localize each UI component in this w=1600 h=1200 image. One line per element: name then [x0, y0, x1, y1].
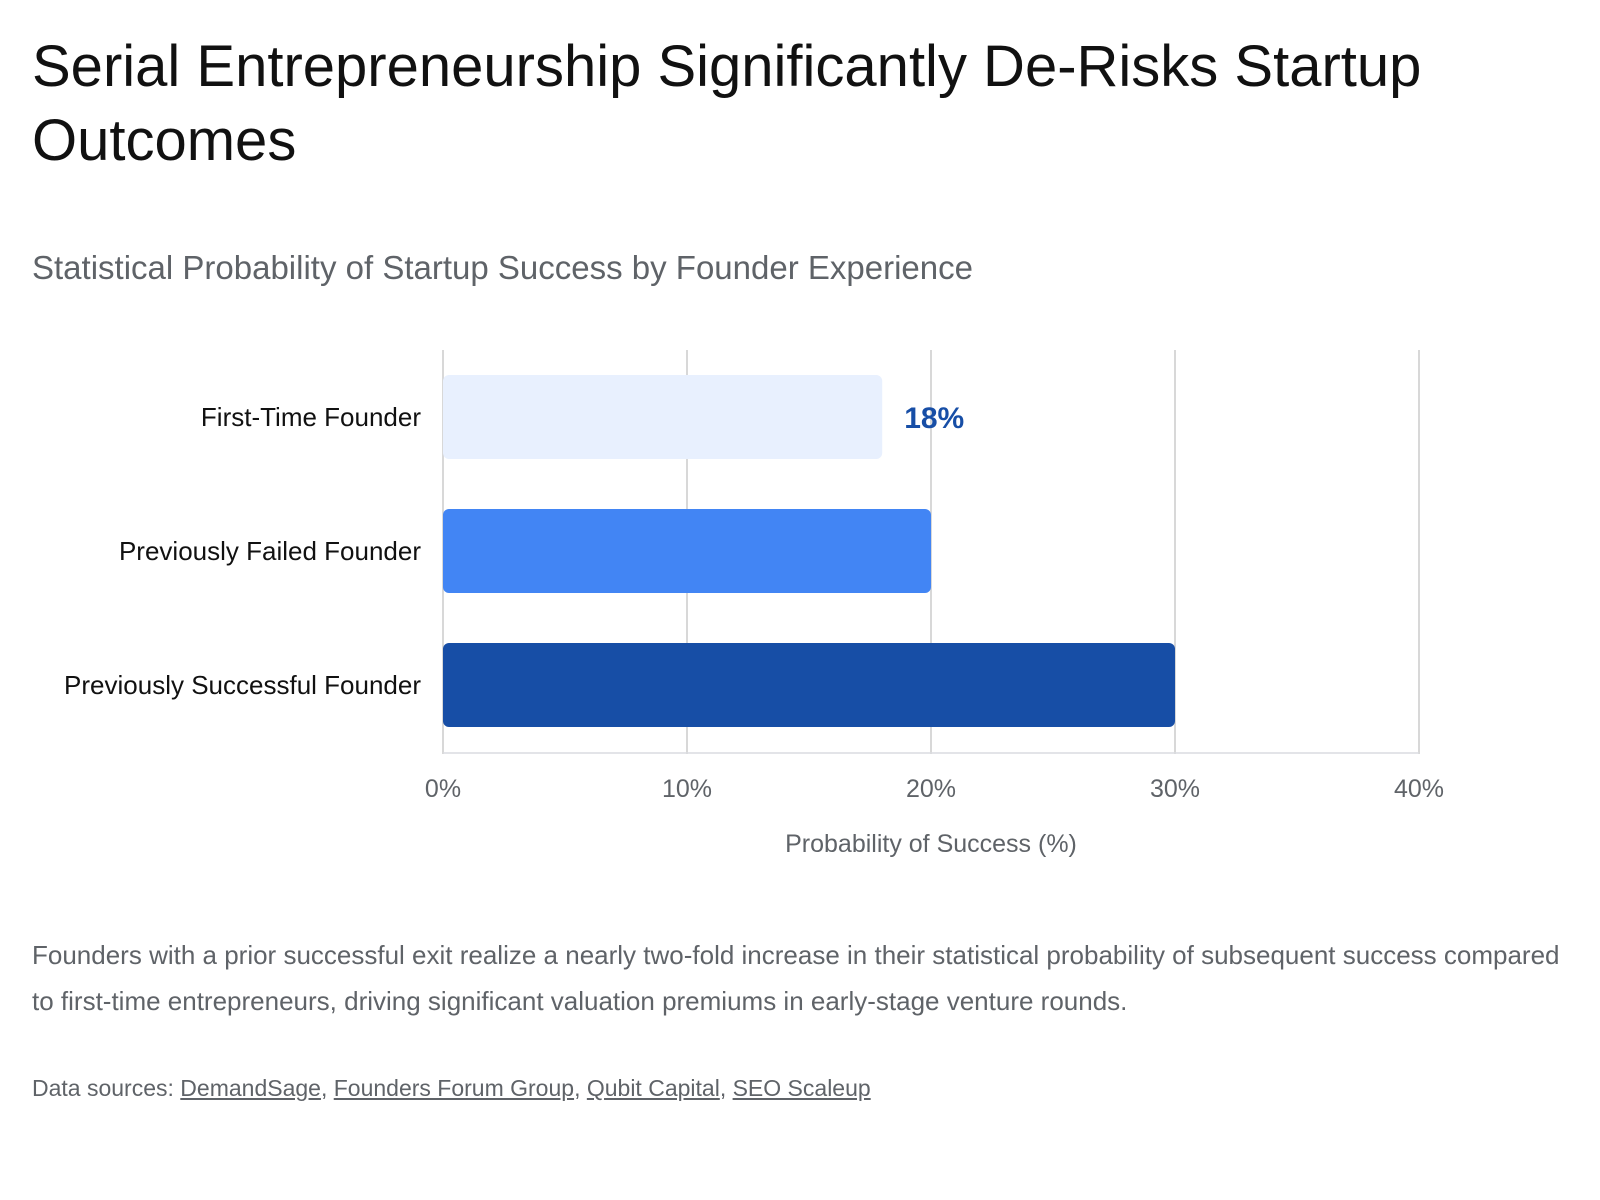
bar-first-time-founder: [443, 375, 883, 459]
source-link-qubit-capital[interactable]: Qubit Capital: [586, 1075, 720, 1101]
data-sources: Data sources: DemandSage, Founders Forum…: [32, 1075, 871, 1101]
page-title: Serial Entrepreneurship Significantly De…: [32, 34, 1422, 173]
success-probability-chart: First-Time Founder Previously Failed Foun…: [64, 350, 1444, 858]
category-label-previously-successful-founder: Previously Successful Founder: [64, 670, 421, 700]
x-tick-label: 10%: [662, 775, 712, 803]
x-tick-label: 40%: [1394, 775, 1444, 803]
bar-previously-successful-founder: [443, 643, 1175, 727]
x-tick-label: 0%: [425, 775, 461, 803]
source-link-seo-scaleup[interactable]: SEO Scaleup: [732, 1075, 871, 1101]
chart-tick-labels: 0% 10% 20% 30% 40%: [425, 775, 1444, 803]
sources-prefix: Data sources:: [32, 1075, 181, 1101]
chart-category-labels: First-Time Founder Previously Failed Foun…: [64, 402, 421, 700]
x-tick-label: 30%: [1150, 775, 1200, 803]
x-tick-label: 20%: [906, 775, 956, 803]
chart-data-labels: 18%: [904, 402, 964, 435]
category-label-first-time-founder: First-Time Founder: [201, 402, 421, 432]
source-link-founders-forum-group[interactable]: Founders Forum Group: [333, 1075, 575, 1101]
chart-title: Statistical Probability of Startup Succe…: [32, 249, 973, 286]
x-axis-title: Probability of Success (%): [785, 830, 1077, 858]
chart-description: Founders with a prior successful exit re…: [32, 940, 1560, 1016]
bar-previously-failed-founder: [443, 509, 931, 593]
category-label-previously-failed-founder: Previously Failed Founder: [119, 536, 421, 566]
data-label-first-time-founder: 18%: [904, 402, 964, 435]
chart-bars: [443, 375, 1175, 727]
source-link-demandsage[interactable]: DemandSage: [180, 1075, 321, 1101]
